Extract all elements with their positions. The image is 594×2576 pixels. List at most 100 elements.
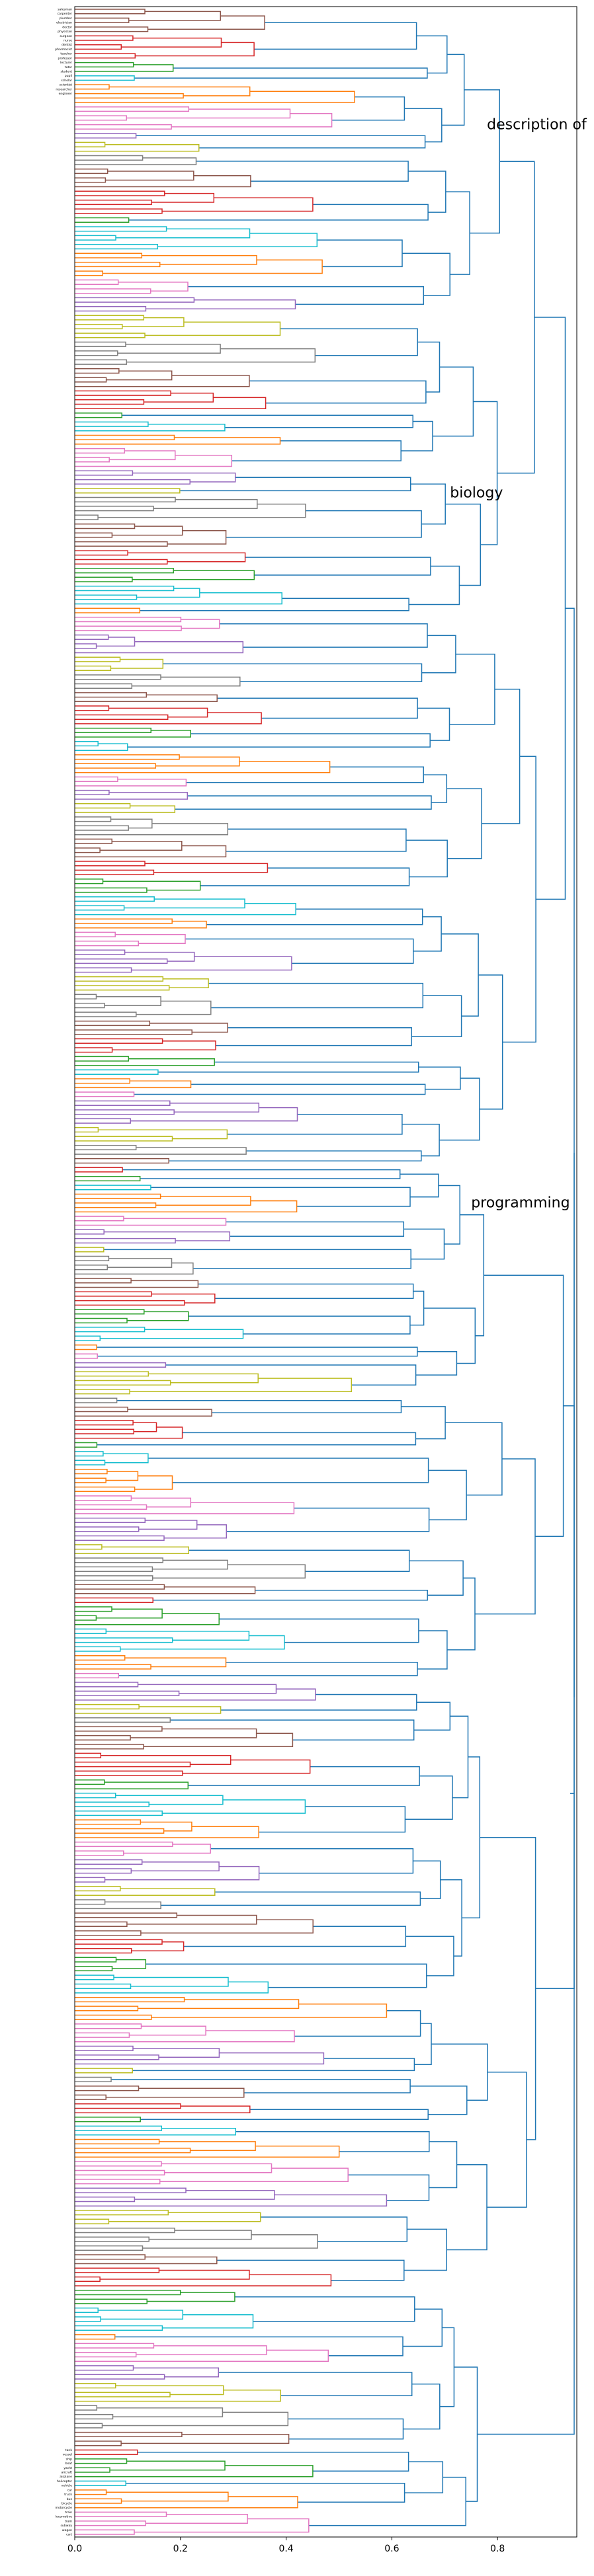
dendrogram-link — [75, 1646, 121, 1652]
dendrogram-link — [75, 157, 197, 165]
dendrogram-link — [75, 1690, 180, 1696]
dendrogram-link — [157, 233, 318, 247]
dendrogram-link — [75, 17, 130, 23]
dendrogram-link — [115, 1795, 224, 1805]
dendrogram-link — [75, 2290, 181, 2296]
dendrogram-link — [75, 2086, 140, 2091]
dendrogram-link — [75, 2052, 325, 2065]
dendrogram-link — [75, 976, 164, 982]
dendrogram-link — [157, 1062, 419, 1073]
dendrogram-link — [105, 1865, 260, 1881]
dendrogram-link — [75, 869, 155, 875]
dendrogram-link — [145, 321, 281, 336]
dendrogram-link — [75, 2228, 175, 2234]
dendrogram-link — [134, 2518, 310, 2533]
dendrogram-link — [75, 2218, 110, 2224]
dendrogram-link — [75, 1744, 144, 1750]
dendrogram-link — [75, 823, 229, 836]
dendrogram-link — [75, 524, 136, 529]
dendrogram-link — [75, 1877, 106, 1883]
dendrogram-link — [75, 253, 143, 258]
dendrogram-link — [114, 1976, 229, 1987]
dendrogram-link — [484, 1274, 564, 1538]
dendrogram-link — [130, 1107, 298, 1122]
dendrogram-link — [75, 315, 145, 321]
dendrogram-link — [75, 1409, 212, 1417]
dendrogram-link — [75, 1047, 113, 1053]
leaf-label: pharmacist — [55, 48, 72, 52]
dendrogram-link — [75, 1185, 151, 1190]
dendrogram-link — [208, 982, 424, 1009]
dendrogram-link — [75, 1202, 157, 1208]
dendrogram-link — [75, 958, 168, 964]
dendrogram-link — [138, 1684, 277, 1694]
dendrogram-link — [75, 1672, 120, 1679]
dendrogram-link — [402, 1124, 440, 1157]
dendrogram-link — [182, 1759, 311, 1774]
dendrogram-link — [403, 2383, 441, 2430]
dendrogram-link — [75, 390, 171, 396]
dendrogram-link — [75, 2179, 161, 2185]
dendrogram-link — [75, 1020, 151, 1027]
leaf-label: engineer — [59, 92, 72, 96]
dendrogram-link — [75, 2068, 133, 2074]
dendrogram-link — [75, 1526, 140, 1532]
dendrogram-link — [75, 288, 151, 294]
dendrogram-link — [75, 1566, 153, 1572]
leaf-label: bicycle — [62, 2502, 72, 2506]
dendrogram-link — [75, 683, 133, 689]
dendrogram-links — [75, 9, 575, 2535]
dendrogram-link — [159, 2141, 256, 2152]
dendrogram-link — [188, 286, 425, 305]
dendrogram-link — [308, 2476, 466, 2526]
dendrogram-link — [117, 344, 221, 354]
dendrogram-link — [405, 839, 448, 878]
dendrogram-link — [136, 1000, 212, 1015]
dendrogram-link — [147, 2292, 235, 2302]
dendrogram-link — [75, 712, 262, 724]
dendrogram-link — [75, 1280, 199, 1288]
dendrogram-link — [75, 514, 99, 520]
dendrogram-link — [75, 1965, 113, 1972]
dendrogram-link — [181, 619, 220, 629]
dendrogram-link — [126, 348, 316, 363]
dendrogram-link — [75, 2054, 159, 2060]
dendrogram-link — [97, 1347, 418, 1357]
dendrogram-link — [149, 1023, 228, 1033]
dendrogram-link — [75, 2274, 332, 2286]
dendrogram-link — [405, 1776, 453, 1820]
dendrogram-link — [75, 2197, 136, 2203]
dendrogram-link — [75, 634, 109, 641]
dendrogram-link — [75, 847, 101, 853]
dendrogram-link — [132, 676, 241, 687]
dendrogram-link — [167, 530, 227, 545]
dendrogram-link — [75, 115, 127, 121]
dendrogram-link — [473, 401, 498, 545]
dendrogram-link — [450, 1715, 469, 1799]
dendrogram-link — [75, 2148, 191, 2154]
dendrogram-link — [75, 1200, 298, 1213]
dendrogram-link — [169, 1103, 260, 1113]
dendrogram-link — [75, 1380, 171, 1386]
dendrogram-link — [75, 2325, 163, 2331]
dendrogram-link — [185, 938, 414, 964]
dendrogram-link — [75, 779, 187, 787]
dendrogram-link — [75, 586, 175, 592]
dendrogram-link — [151, 1293, 216, 1304]
dendrogram-link — [405, 1935, 454, 1976]
dendrogram-link — [75, 1801, 149, 1807]
dendrogram-link — [164, 1524, 228, 1539]
dendrogram-link — [417, 341, 441, 393]
dendrogram-link — [421, 635, 456, 674]
dendrogram-link — [108, 2212, 261, 2222]
dendrogram-link — [75, 2465, 314, 2478]
annotation-text: biology — [450, 485, 503, 501]
dendrogram-link — [75, 1637, 173, 1643]
dendrogram-link — [132, 2058, 415, 2072]
dendrogram-link — [439, 1077, 480, 1141]
dendrogram-link — [163, 978, 209, 989]
dendrogram-link — [131, 1861, 220, 1872]
dendrogram-link — [75, 2365, 134, 2371]
dendrogram-link — [75, 1362, 167, 1368]
